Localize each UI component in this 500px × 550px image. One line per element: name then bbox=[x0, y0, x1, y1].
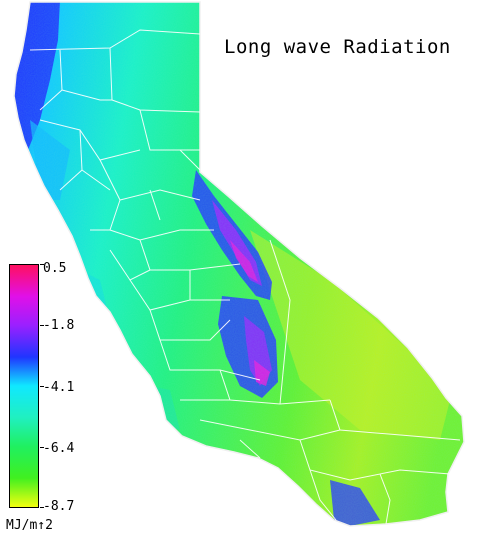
legend-label-min: -8.7 bbox=[43, 499, 75, 514]
legend-label-high: -1.8 bbox=[43, 318, 75, 333]
color-scale-bar bbox=[9, 264, 39, 508]
map-title: Long wave Radiation bbox=[224, 36, 451, 58]
legend-unit: MJ/m↑2 bbox=[6, 518, 53, 533]
county-boundaries bbox=[29, 29, 461, 525]
legend-tick bbox=[40, 507, 44, 508]
legend-label-mid: -4.1 bbox=[43, 380, 75, 395]
legend-tick bbox=[40, 386, 44, 387]
legend-label-low: -6.4 bbox=[43, 441, 75, 456]
state-border bbox=[13, 1, 465, 527]
legend-label-max: 0.5 bbox=[43, 261, 67, 276]
legend-tick bbox=[40, 264, 44, 265]
legend-tick bbox=[40, 447, 44, 448]
legend-tick bbox=[40, 325, 44, 326]
